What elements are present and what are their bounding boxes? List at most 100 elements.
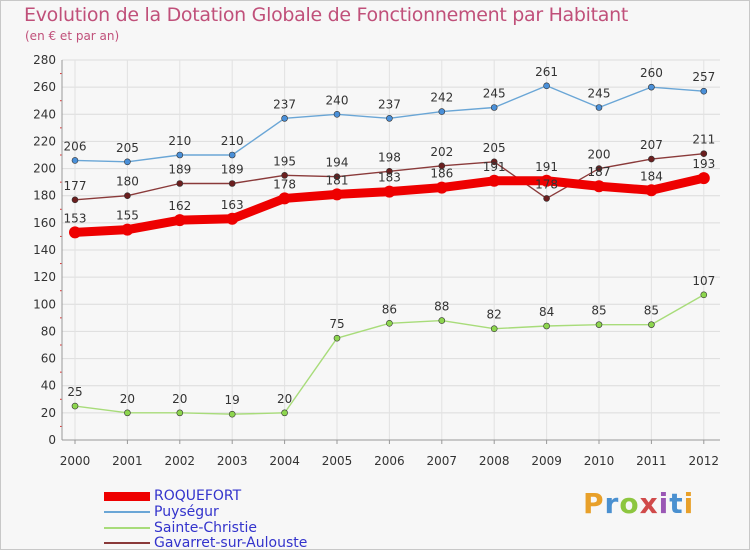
data-label-roquefort-2005: 181: [326, 173, 349, 187]
data-label-sainte-christie-2012: 107: [692, 274, 715, 288]
x-tick-label-2004: 2004: [269, 454, 300, 468]
x-tick-label-2006: 2006: [374, 454, 405, 468]
legend-label-roquefort: ROQUEFORT: [154, 488, 242, 504]
data-label-gavarret-sur-aulouste-2012: 211: [692, 133, 715, 147]
data-label-sainte-christie-2007: 88: [434, 300, 449, 314]
data-label-puysegur-2012: 257: [692, 70, 715, 84]
data-point-roquefort-2001: [121, 223, 134, 236]
data-point-puysegur-2008: [490, 104, 498, 111]
data-label-roquefort-2008: 191: [483, 160, 506, 174]
data-label-roquefort-2007: 186: [430, 167, 453, 181]
data-point-roquefort-2002: [173, 214, 186, 227]
data-point-puysegur-2005: [333, 110, 341, 118]
data-label-gavarret-sur-aulouste-2000: 177: [64, 179, 87, 193]
data-point-sainte-christie-2006: [386, 319, 393, 327]
legend-label-gavarret: Gavarret-sur-Aulouste: [154, 535, 308, 551]
y-tick-label-40: 40: [41, 379, 56, 393]
data-point-gavarret-sur-aulouste-2008: [490, 158, 498, 166]
x-tick-label-2002: 2002: [165, 454, 196, 468]
data-point-gavarret-sur-aulouste-2007: [438, 162, 446, 170]
data-point-gavarret-sur-aulouste-2012: [700, 150, 708, 157]
data-point-puysegur-2012: [700, 87, 708, 95]
data-point-puysegur-2001: [124, 158, 131, 166]
data-label-puysegur-2007: 242: [430, 91, 453, 105]
data-label-gavarret-sur-aulouste-2009: 178: [535, 177, 558, 191]
data-label-gavarret-sur-aulouste-2003: 189: [221, 163, 244, 177]
y-tick-label-280: 280: [33, 53, 56, 67]
data-label-sainte-christie-2010: 85: [591, 304, 606, 318]
data-point-puysegur-2003: [228, 151, 236, 159]
x-tick-label-2008: 2008: [479, 454, 510, 468]
y-tick-label-160: 160: [33, 216, 56, 230]
x-tick-label-2003: 2003: [217, 454, 248, 468]
data-label-roquefort-2000: 153: [64, 211, 87, 225]
y-tick-label-20: 20: [41, 406, 56, 420]
data-label-gavarret-sur-aulouste-2004: 195: [273, 154, 296, 168]
data-point-roquefort-2003: [226, 212, 239, 225]
y-tick-label-180: 180: [33, 189, 56, 203]
data-point-roquefort-2011: [645, 184, 658, 197]
data-point-sainte-christie-2008: [490, 325, 498, 333]
y-tick-label-60: 60: [41, 352, 56, 366]
data-point-sainte-christie-2005: [333, 334, 341, 342]
proxiti-logo: Proxiti: [583, 487, 695, 520]
x-tick-label-2005: 2005: [322, 454, 353, 468]
data-point-puysegur-2002: [176, 151, 184, 159]
data-label-sainte-christie-2001: 20: [120, 392, 135, 406]
data-label-roquefort-2012: 193: [692, 157, 715, 171]
data-label-gavarret-sur-aulouste-2006: 198: [378, 150, 401, 164]
data-label-puysegur-2005: 240: [326, 93, 349, 107]
data-label-sainte-christie-2005: 75: [329, 317, 344, 331]
y-tick-label-100: 100: [33, 297, 56, 311]
data-point-gavarret-sur-aulouste-2001: [124, 192, 131, 200]
data-point-gavarret-sur-aulouste-2006: [386, 167, 393, 175]
y-tick-label-140: 140: [33, 243, 56, 257]
legend-label-sainte-christie: Sainte-Christie: [154, 520, 257, 536]
data-label-roquefort-2002: 162: [168, 199, 191, 213]
data-point-gavarret-sur-aulouste-2005: [333, 173, 341, 181]
data-point-puysegur-2007: [438, 108, 446, 115]
data-point-sainte-christie-2011: [648, 321, 655, 328]
data-point-sainte-christie-2007: [438, 317, 446, 324]
data-label-sainte-christie-2003: 19: [225, 393, 240, 407]
data-label-puysegur-2008: 245: [483, 87, 506, 101]
data-label-gavarret-sur-aulouste-2011: 207: [640, 138, 663, 152]
data-point-gavarret-sur-aulouste-2002: [176, 180, 184, 187]
data-point-puysegur-2000: [71, 157, 79, 164]
y-tick-label-0: 0: [48, 433, 56, 447]
x-tick-label-2012: 2012: [689, 454, 720, 468]
data-point-roquefort-2009: [540, 174, 553, 187]
data-label-gavarret-sur-aulouste-2007: 202: [430, 145, 453, 159]
x-tick-label-2010: 2010: [584, 454, 615, 468]
data-label-puysegur-2011: 260: [640, 66, 663, 80]
data-label-roquefort-2011: 184: [640, 169, 663, 183]
data-point-roquefort-2008: [488, 174, 501, 187]
data-point-puysegur-2006: [386, 115, 393, 122]
data-point-roquefort-2005: [331, 188, 343, 201]
data-point-gavarret-sur-aulouste-2004: [281, 172, 288, 179]
x-tick-label-2001: 2001: [112, 454, 143, 468]
data-point-puysegur-2010: [595, 104, 603, 111]
data-point-puysegur-2004: [281, 115, 288, 122]
x-tick-label-2009: 2009: [531, 454, 562, 468]
x-tick-label-2007: 2007: [427, 454, 458, 468]
data-label-roquefort-2009: 191: [535, 160, 558, 174]
data-label-puysegur-2003: 210: [221, 134, 244, 148]
data-point-sainte-christie-2009: [543, 322, 550, 330]
x-tick-label-2000: 2000: [60, 454, 91, 468]
data-point-sainte-christie-2000: [71, 402, 79, 410]
data-label-roquefort-2010: 187: [588, 165, 611, 179]
y-tick-label-80: 80: [41, 324, 56, 338]
data-point-gavarret-sur-aulouste-2010: [595, 165, 603, 172]
chart-title: Evolution de la Dotation Globale de Fonc…: [24, 4, 629, 26]
data-label-sainte-christie-2011: 85: [644, 304, 659, 318]
data-label-sainte-christie-2000: 25: [67, 385, 82, 399]
y-tick-label-220: 220: [33, 134, 56, 148]
data-label-sainte-christie-2006: 86: [382, 302, 397, 316]
data-point-roquefort-2004: [278, 192, 291, 205]
data-label-puysegur-2009: 261: [535, 65, 558, 79]
data-point-roquefort-2010: [593, 180, 605, 193]
data-label-roquefort-2006: 183: [378, 171, 401, 185]
y-tick-label-240: 240: [33, 107, 56, 121]
